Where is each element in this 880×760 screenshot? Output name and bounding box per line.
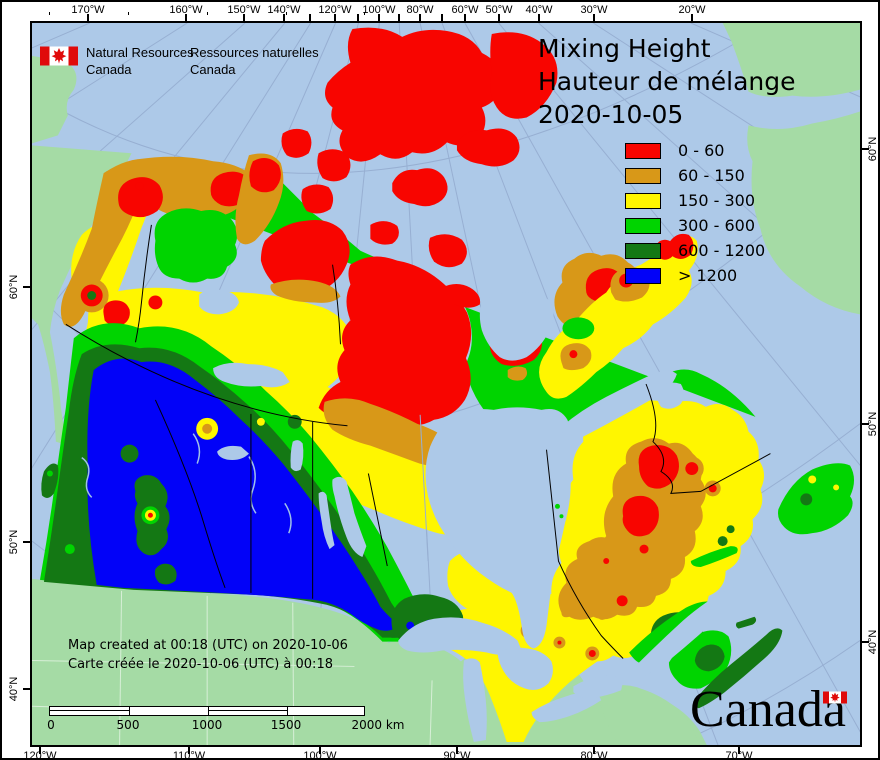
legend-swatch [625, 242, 661, 259]
scale-label: 500 [116, 718, 140, 732]
lon-label: 60°W [451, 4, 479, 16]
lon-label: 150°W [227, 4, 261, 16]
lat-label: 60°N [8, 274, 20, 300]
nrcan-logo: Natural Resources Canada Ressources natur… [40, 45, 319, 77]
ellesmere-island [490, 32, 558, 119]
legend-label: > 1200 [678, 266, 738, 285]
legend-swatch [625, 192, 661, 209]
blue-high-zone [87, 358, 399, 631]
credits-fr: Carte créée le 2020-10-06 (UTC) à 00:18 [68, 657, 333, 672]
scale-label: 1000 [191, 718, 223, 732]
legend-label: 600 - 1200 [678, 241, 766, 260]
canada-mixing-height-map [32, 23, 860, 745]
arctic-islands [235, 27, 698, 399]
great-bear-lake [199, 289, 239, 315]
rivers [81, 433, 292, 534]
map-frame [30, 21, 862, 747]
lon-label: 120°W [318, 4, 352, 16]
lake-superior [398, 617, 522, 656]
legend-label: 150 - 300 [678, 191, 756, 210]
nova-scotia [694, 628, 783, 709]
lake-winnipeg [332, 476, 367, 558]
victoria-island [260, 220, 350, 295]
lon-label: 170°W [71, 4, 105, 16]
lon-label: 50°W [485, 4, 513, 16]
legend-label: 0 - 60 [678, 141, 725, 160]
lon-label: 20°W [678, 4, 706, 16]
canada-flag-icon [40, 46, 78, 66]
lon-label: 80°W [580, 750, 608, 760]
legend-item: 300 - 600 [625, 213, 765, 238]
ungava-bay [655, 382, 684, 409]
lake-michigan [463, 658, 487, 743]
lon-label: 100°W [362, 4, 396, 16]
nrcan-text-en: Natural Resources Canada [86, 45, 194, 77]
queen-elizabeth-islands [325, 27, 507, 162]
yukon-green-patch [154, 208, 238, 283]
title-fr: Hauteur de mélange [538, 67, 796, 96]
wordmark-flag-icon [823, 691, 847, 704]
lon-label: 120°W [23, 750, 57, 760]
scale-bar [49, 706, 365, 716]
lake-athabasca [217, 445, 249, 460]
legend-item: 60 - 150 [625, 163, 765, 188]
scale-label: 0 [47, 718, 55, 732]
lat-label: 50°N [867, 411, 879, 437]
lakes-and-bays [199, 289, 745, 743]
hudson-bay [425, 407, 572, 649]
legend-item: > 1200 [625, 263, 765, 288]
legend-swatch [625, 142, 661, 159]
lat-label: 40°N [867, 629, 879, 655]
foxe-basin [479, 292, 554, 361]
lon-label: 110°W [172, 750, 206, 760]
legend-item: 0 - 60 [625, 138, 765, 163]
nwt-red-zone [318, 256, 472, 426]
lake-erie [531, 691, 602, 723]
anticosti [690, 546, 738, 567]
newfoundland [777, 463, 855, 535]
lon-label: 140°W [267, 4, 301, 16]
legend-swatch [625, 267, 661, 284]
lon-label: 100°W [303, 750, 337, 760]
lon-label: 70°W [725, 750, 753, 760]
pei [735, 616, 757, 629]
legend-item: 600 - 1200 [625, 238, 765, 263]
lon-label: 80°W [406, 4, 434, 16]
vancouver-island [53, 529, 87, 582]
greenland [700, 23, 860, 97]
lake-huron [497, 647, 553, 690]
haida-gwaii [41, 463, 59, 498]
canada-wordmark: Canada [690, 681, 846, 738]
lat-label: 60°N [867, 136, 879, 162]
lon-label: 30°W [580, 4, 608, 16]
scale-end-label: 2000 km [351, 718, 405, 732]
legend-item: 150 - 300 [625, 188, 765, 213]
alaska [32, 145, 132, 446]
lon-label: 40°W [525, 4, 553, 16]
lon-label: 90°W [443, 750, 471, 760]
nrcan-text-fr: Ressources naturelles Canada [190, 45, 319, 77]
lat-label: 40°N [8, 676, 20, 702]
lake-ontario [573, 675, 624, 699]
canada-regions [39, 27, 855, 743]
lon-label: 160°W [169, 4, 203, 16]
legend: 0 - 60 60 - 150 150 - 300 300 - 600 600 … [625, 138, 765, 288]
legend-label: 60 - 150 [678, 166, 745, 185]
credits-en: Map created at 00:18 (UTC) on 2020-10-06 [68, 638, 348, 653]
map-title: Mixing Height Hauteur de mélange 2020-10… [538, 32, 796, 131]
great-slave-lake [213, 362, 290, 388]
chukotka [32, 55, 77, 144]
st-lawrence-estuary [635, 586, 745, 677]
legend-swatch [625, 217, 661, 234]
legend-label: 300 - 600 [678, 216, 756, 235]
map-credits: Map created at 00:18 (UTC) on 2020-10-06… [68, 636, 348, 674]
title-en: Mixing Height [538, 34, 711, 63]
scale-label: 1500 [270, 718, 302, 732]
province-borders [65, 224, 771, 659]
title-date: 2020-10-05 [538, 100, 684, 129]
legend-swatch [625, 167, 661, 184]
lat-label: 50°N [8, 529, 20, 555]
